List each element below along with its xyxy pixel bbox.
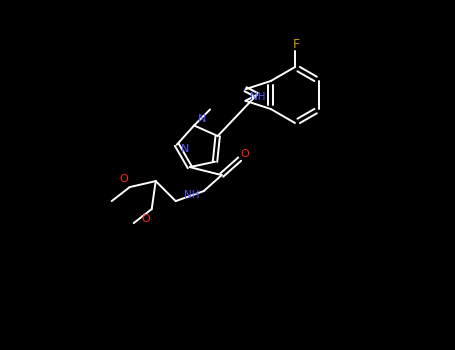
Text: N: N xyxy=(181,144,189,154)
Text: O: O xyxy=(240,149,249,159)
Text: N: N xyxy=(198,114,206,125)
Text: F: F xyxy=(293,37,299,50)
Text: NH: NH xyxy=(250,92,265,102)
Text: O: O xyxy=(119,174,128,184)
Text: NH: NH xyxy=(184,190,199,200)
Text: O: O xyxy=(142,214,150,224)
